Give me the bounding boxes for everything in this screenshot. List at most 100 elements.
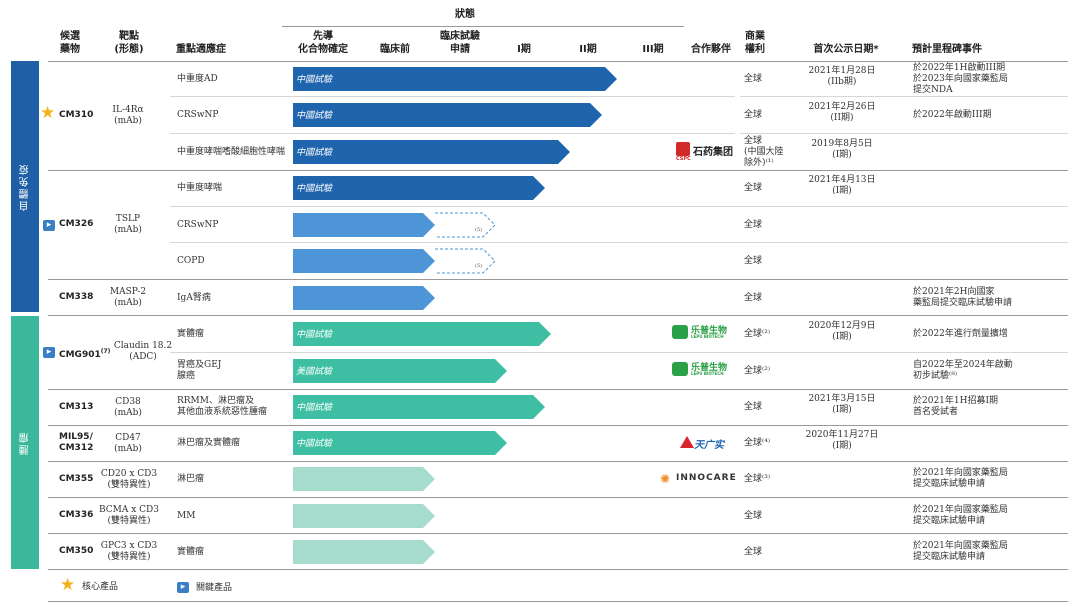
progress-arrow: [293, 249, 435, 273]
progress-bar: [293, 140, 570, 164]
lepu-mark-icon: [672, 362, 688, 376]
lepu-logo-small: LEPU BIOTECH: [691, 371, 724, 376]
drug-cm336: CM336: [59, 510, 94, 520]
legend-bottom: [48, 601, 1068, 602]
target-cmg901: Claudin 18.2 (ADC): [113, 341, 173, 362]
target-cm313: CD38 (mAb): [114, 397, 142, 418]
tianguangshi-mark-icon: [680, 436, 694, 448]
tianguangshi-logo-text: 天广实: [694, 440, 724, 451]
cspc-logo-small: CSPC: [676, 156, 691, 162]
milestone-cell: 於2021年2H向國家 藥監局提交臨床試驗申請: [913, 287, 1013, 308]
rights-cell: 全球: [744, 510, 763, 521]
trial-label: 中國試驗: [296, 111, 333, 121]
rights-cell: 全球 (中國大陸 除外)⁽¹⁾: [744, 135, 784, 168]
lead-compound-header: 先導 化合物確定: [298, 31, 348, 55]
first-date-cell: 2021年4月13日 (I期): [808, 175, 876, 196]
milestone-cell: 於2022年啟動III期: [913, 109, 992, 120]
progress-arrow: [293, 431, 507, 455]
progress-arrow: [293, 176, 545, 200]
rights-cell: 全球: [744, 292, 763, 303]
tianguangshi-logo: 天广实: [680, 433, 726, 453]
milestone-cell: 自2022年至2024年啟動 初步試驗⁽⁸⁾: [913, 360, 1013, 381]
drug-mil95: MIL95/ CM312: [59, 432, 94, 453]
milestone-cell: 於2022年1H啟動III期 於2023年向國家藥監局 提交NDA: [913, 62, 1008, 95]
lepu-mark-icon: [672, 325, 688, 339]
trial-label: 美國試驗: [296, 367, 333, 377]
first-date-cell: 2019年8月5日 (I期): [811, 139, 873, 160]
partner-header: 合作夥伴: [691, 44, 731, 55]
drug-divider: [48, 497, 1068, 498]
section-divider: [48, 315, 1068, 316]
progress-bar: [293, 322, 551, 346]
candidate-header: 候選 藥物: [60, 31, 80, 55]
planned-progress-bar: [435, 212, 496, 238]
progress-bar: [293, 504, 435, 528]
lepu-logo: 乐普生物 LEPU BIOTECH: [672, 323, 736, 343]
progress-bar: [293, 67, 617, 91]
target-mil95: CD47 (mAb): [114, 433, 142, 454]
drug-cm326: CM326: [59, 219, 94, 229]
progress-bar: [293, 467, 435, 491]
indication-cell: 淋巴瘤及實體瘤: [177, 437, 241, 448]
section-autoimmune: 自體免疫: [11, 61, 39, 312]
progress-arrow: [293, 67, 617, 91]
first-date-header: 首次公示日期*: [813, 44, 879, 55]
milestone-cell: 於2021年向國家藥監局 提交臨床試驗申請: [913, 505, 1008, 526]
trial-label: 中國試驗: [296, 148, 333, 158]
rights-header: 商業 權利: [745, 31, 765, 55]
first-date-cell: 2021年2月26日 (II期): [808, 102, 876, 123]
drug-divider: [48, 461, 1068, 462]
first-date-cell: 2021年3月15日 (I期): [808, 394, 876, 415]
cspc-logo: 石药集团 CSPC: [676, 141, 738, 163]
first-date-cell: 2021年1月28日 (IIb期): [808, 66, 876, 87]
target-cm326: TSLP (mAb): [114, 214, 142, 235]
indication-cell: 中重度哮喘嗜酸細胞性哮喘: [177, 146, 286, 157]
progress-arrow: [293, 140, 570, 164]
rights-cell: 全球: [744, 255, 763, 266]
target-cm355: CD20 x CD3 (雙特異性): [100, 469, 158, 490]
ind-header: 臨床試驗 申請: [440, 31, 480, 55]
progress-arrow: [293, 395, 545, 419]
footnote-marker: (5): [475, 227, 483, 233]
legend-key-icon: ▸: [177, 582, 189, 593]
target-cm338: MASP-2 (mAb): [109, 287, 147, 308]
innocare-logo-text: INNOCARE: [676, 473, 737, 483]
milestone-header: 預計里程碑事件: [912, 44, 982, 55]
indication-cell: 實體瘤: [177, 328, 205, 339]
rights-cell: 全球⁽²⁾: [744, 365, 771, 376]
rights-cell: 全球: [744, 546, 763, 557]
drug-divider: [48, 533, 1068, 534]
phase2-header: II期: [579, 44, 597, 55]
legend-star-icon: ★: [60, 575, 76, 595]
drug-divider: [48, 425, 1068, 426]
trial-label: 中國試驗: [296, 403, 333, 413]
rights-cell: 全球: [744, 73, 763, 84]
progress-arrow: [293, 322, 551, 346]
drug-divider: [48, 389, 1068, 390]
indication-cell: CRSwNP: [177, 219, 219, 230]
indication-cell: 中重度AD: [177, 73, 218, 84]
lepu-logo: 乐普生物 LEPU BIOTECH: [672, 360, 736, 380]
phase3-header: III期: [642, 44, 664, 55]
lepu-logo-text: 乐普生物: [691, 326, 728, 336]
progress-bar: [293, 213, 435, 237]
rights-cell: 全球⁽³⁾: [744, 473, 771, 484]
drug-cm313: CM313: [59, 402, 94, 412]
indication-cell: 胃癌及GEJ 腺癌: [177, 360, 222, 381]
indication-cell: IgA腎病: [177, 292, 211, 303]
progress-bar: [293, 103, 602, 127]
milestone-cell: 於2021年向國家藥監局 提交臨床試驗申請: [913, 541, 1008, 562]
legend-core-label: 核心產品: [82, 582, 119, 592]
trial-label: 中國試驗: [296, 75, 333, 85]
drug-cm355: CM355: [59, 474, 94, 484]
drug-divider: [48, 170, 1068, 171]
progress-bar: [293, 359, 507, 383]
indication-header: 重點適應症: [176, 44, 226, 55]
drug-cm310: CM310: [59, 110, 94, 120]
progress-arrow: [293, 213, 435, 237]
progress-bar: [293, 249, 435, 273]
progress-arrow: [293, 286, 435, 310]
indication-cell: 實體瘤: [177, 546, 205, 557]
rights-cell: 全球⁽⁴⁾: [744, 437, 771, 448]
planned-progress-arrow: [435, 212, 496, 238]
